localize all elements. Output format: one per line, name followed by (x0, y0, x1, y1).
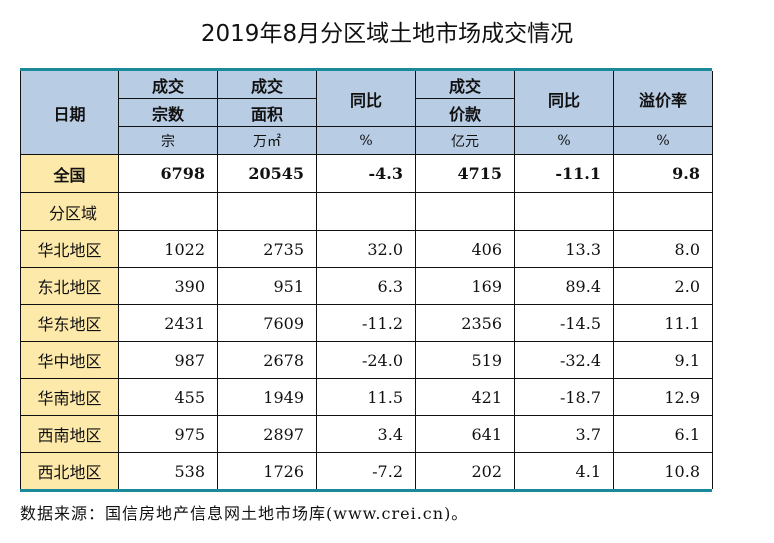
national-price: 4715 (415, 154, 515, 193)
region-label: 西北地区 (20, 452, 119, 489)
region-label: 东北地区 (20, 267, 119, 305)
region-area-yoy: 11.5 (316, 378, 416, 416)
header-row-2: 宗数 面积 价款 (21, 98, 713, 127)
section-label: 分区域 (20, 192, 119, 231)
region-area: 2678 (217, 341, 317, 379)
region-premium: 12.9 (613, 378, 713, 416)
unit-area-yoy: % (316, 126, 416, 155)
table-row: 华中地区 987 2678 -24.0 519 -32.4 9.1 (20, 341, 713, 379)
region-price: 202 (415, 452, 515, 489)
region-price: 169 (415, 267, 515, 305)
header-deals-line1: 成交 (118, 71, 218, 99)
section-row: 分区域 (20, 192, 713, 231)
region-price-yoy: 4.1 (514, 452, 614, 489)
region-area-yoy: 3.4 (316, 415, 416, 453)
region-area-yoy: 6.3 (316, 267, 416, 305)
region-deals: 455 (118, 378, 218, 416)
national-deals: 6798 (118, 154, 218, 193)
region-deals: 975 (118, 415, 218, 453)
region-area-yoy: 32.0 (316, 230, 416, 268)
region-area: 1726 (217, 452, 317, 489)
region-premium: 8.0 (613, 230, 713, 268)
page-title: 2019年8月分区域土地市场成交情况 (200, 21, 574, 47)
header-row-1: 日期 成交 成交 同比 成交 同比 溢价率 (20, 71, 713, 155)
region-area-yoy: -11.2 (316, 304, 416, 342)
region-label: 华北地区 (20, 230, 119, 268)
region-area: 951 (217, 267, 317, 305)
region-premium: 2.0 (613, 267, 713, 305)
region-area: 7609 (217, 304, 317, 342)
unit-price-yoy: % (514, 126, 614, 155)
region-price-yoy: 3.7 (514, 415, 614, 453)
region-area: 1949 (217, 378, 317, 416)
national-area: 20545 (217, 154, 317, 193)
source-note: 数据来源：国信房地产信息网土地市场库(www.crei.cn)。 (20, 504, 469, 523)
header-price-yoy: 同比 (514, 71, 614, 127)
header-area-yoy: 同比 (316, 71, 416, 127)
header-deals-line2: 宗数 (118, 98, 218, 127)
national-premium: 9.8 (613, 154, 713, 193)
region-deals: 538 (118, 452, 218, 489)
national-area-yoy: -4.3 (316, 154, 416, 193)
region-price: 406 (415, 230, 515, 268)
region-price: 519 (415, 341, 515, 379)
table-row: 华北地区 1022 2735 32.0 406 13.3 8.0 (20, 230, 713, 268)
unit-price: 亿元 (415, 126, 515, 155)
region-premium: 11.1 (613, 304, 713, 342)
table-row: 东北地区 390 951 6.3 169 89.4 2.0 (20, 267, 713, 305)
region-price: 421 (415, 378, 515, 416)
region-deals: 2431 (118, 304, 218, 342)
land-market-table: 日期 成交 成交 同比 成交 同比 溢价率 宗数 面积 价款 宗 万㎡ % 亿元… (20, 68, 713, 492)
header-price-line1: 成交 (415, 71, 515, 99)
unit-area: 万㎡ (217, 126, 317, 155)
region-deals: 390 (118, 267, 218, 305)
region-price-yoy: -18.7 (514, 378, 614, 416)
region-price-yoy: 13.3 (514, 230, 614, 268)
header-unit-row: 宗 万㎡ % 亿元 % % (21, 126, 713, 155)
region-rows: 华北地区 1022 2735 32.0 406 13.3 8.0 东北地区 390 951 6.3 1… (20, 230, 713, 489)
region-premium: 6.1 (613, 415, 713, 453)
region-deals: 987 (118, 341, 218, 379)
table-row: 西北地区 538 1726 -7.2 202 4.1 10.8 (20, 452, 713, 489)
national-row: 全国 6798 20545 -4.3 4715 -11.1 9.8 (20, 154, 713, 193)
region-price: 641 (415, 415, 515, 453)
region-premium: 9.1 (613, 341, 713, 379)
region-label: 华中地区 (20, 341, 119, 379)
region-price-yoy: 89.4 (514, 267, 614, 305)
national-price-yoy: -11.1 (514, 154, 614, 193)
region-area: 2897 (217, 415, 317, 453)
region-price-yoy: -32.4 (514, 341, 614, 379)
national-label: 全国 (20, 154, 119, 193)
region-label: 西南地区 (20, 415, 119, 453)
region-label: 华东地区 (20, 304, 119, 342)
region-price-yoy: -14.5 (514, 304, 614, 342)
table-row: 华东地区 2431 7609 -11.2 2356 -14.5 11.1 (20, 304, 713, 342)
header-premium: 溢价率 (613, 71, 713, 127)
unit-deals: 宗 (118, 126, 218, 155)
header-area-line2: 面积 (217, 98, 317, 127)
unit-premium: % (613, 126, 713, 155)
table-row: 华南地区 455 1949 11.5 421 -18.7 12.9 (20, 378, 713, 416)
region-area-yoy: -7.2 (316, 452, 416, 489)
region-label: 华南地区 (20, 378, 119, 416)
region-area: 2735 (217, 230, 317, 268)
header-price-line2: 价款 (415, 98, 515, 127)
region-premium: 10.8 (613, 452, 713, 489)
region-price: 2356 (415, 304, 515, 342)
table-row: 西南地区 975 2897 3.4 641 3.7 6.1 (20, 415, 713, 453)
region-area-yoy: -24.0 (316, 341, 416, 379)
header-area-line1: 成交 (217, 71, 317, 99)
header-date: 日期 (20, 71, 119, 155)
region-deals: 1022 (118, 230, 218, 268)
